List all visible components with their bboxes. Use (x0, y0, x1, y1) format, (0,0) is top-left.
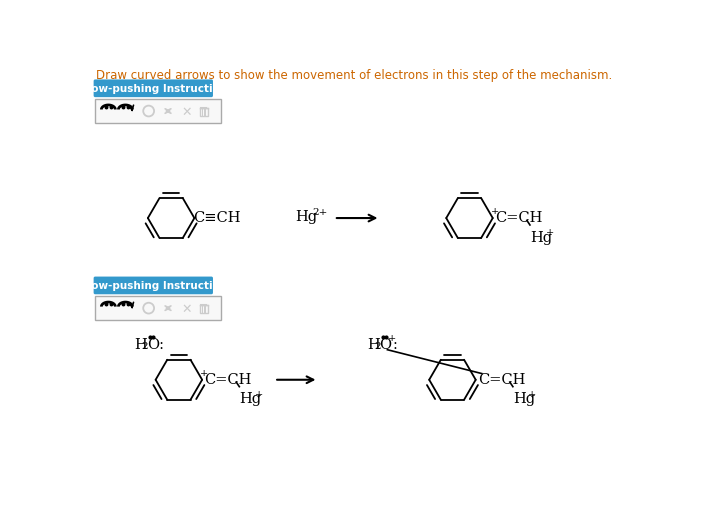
Text: Hg: Hg (530, 230, 552, 244)
Text: 2+: 2+ (312, 207, 327, 216)
Text: Hg: Hg (295, 209, 317, 223)
Text: O: O (380, 337, 392, 351)
Text: +: + (200, 368, 208, 377)
Text: C≡CH: C≡CH (193, 211, 241, 225)
Text: C=CH: C=CH (478, 372, 526, 386)
FancyBboxPatch shape (93, 277, 213, 295)
Text: +: + (491, 207, 500, 215)
Text: C=CH: C=CH (205, 372, 252, 386)
Text: Arrow-pushing Instructions: Arrow-pushing Instructions (73, 84, 233, 94)
Text: Draw curved arrows to show the movement of electrons in this step of the mechani: Draw curved arrows to show the movement … (96, 69, 612, 82)
Bar (95, 296, 220, 321)
Text: ✕: ✕ (182, 302, 192, 315)
Text: C=CH: C=CH (495, 211, 543, 225)
Bar (95, 99, 220, 124)
Text: +: + (255, 389, 263, 398)
Text: ✕: ✕ (182, 105, 192, 118)
Text: O:: O: (147, 337, 164, 351)
Text: :: : (393, 337, 398, 351)
Text: H: H (135, 337, 147, 351)
Text: +: + (388, 333, 396, 342)
FancyBboxPatch shape (93, 80, 213, 98)
Bar (200, 305, 208, 313)
Bar (200, 109, 208, 117)
Text: +: + (528, 389, 536, 398)
Text: Hg: Hg (239, 391, 261, 406)
Text: 2: 2 (374, 342, 381, 351)
Text: Arrow-pushing Instructions: Arrow-pushing Instructions (73, 281, 233, 291)
Text: H: H (367, 337, 380, 351)
Text: Hg: Hg (513, 391, 535, 406)
Text: +: + (546, 228, 554, 237)
Text: 2: 2 (141, 342, 149, 351)
